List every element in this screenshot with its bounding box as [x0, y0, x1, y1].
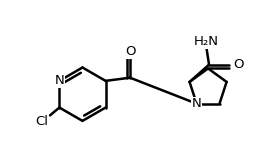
Text: O: O — [125, 45, 135, 58]
Text: N: N — [54, 74, 64, 87]
Text: O: O — [233, 58, 244, 71]
Text: Cl: Cl — [36, 115, 49, 128]
Text: N: N — [192, 97, 202, 110]
Text: H₂N: H₂N — [193, 35, 219, 48]
